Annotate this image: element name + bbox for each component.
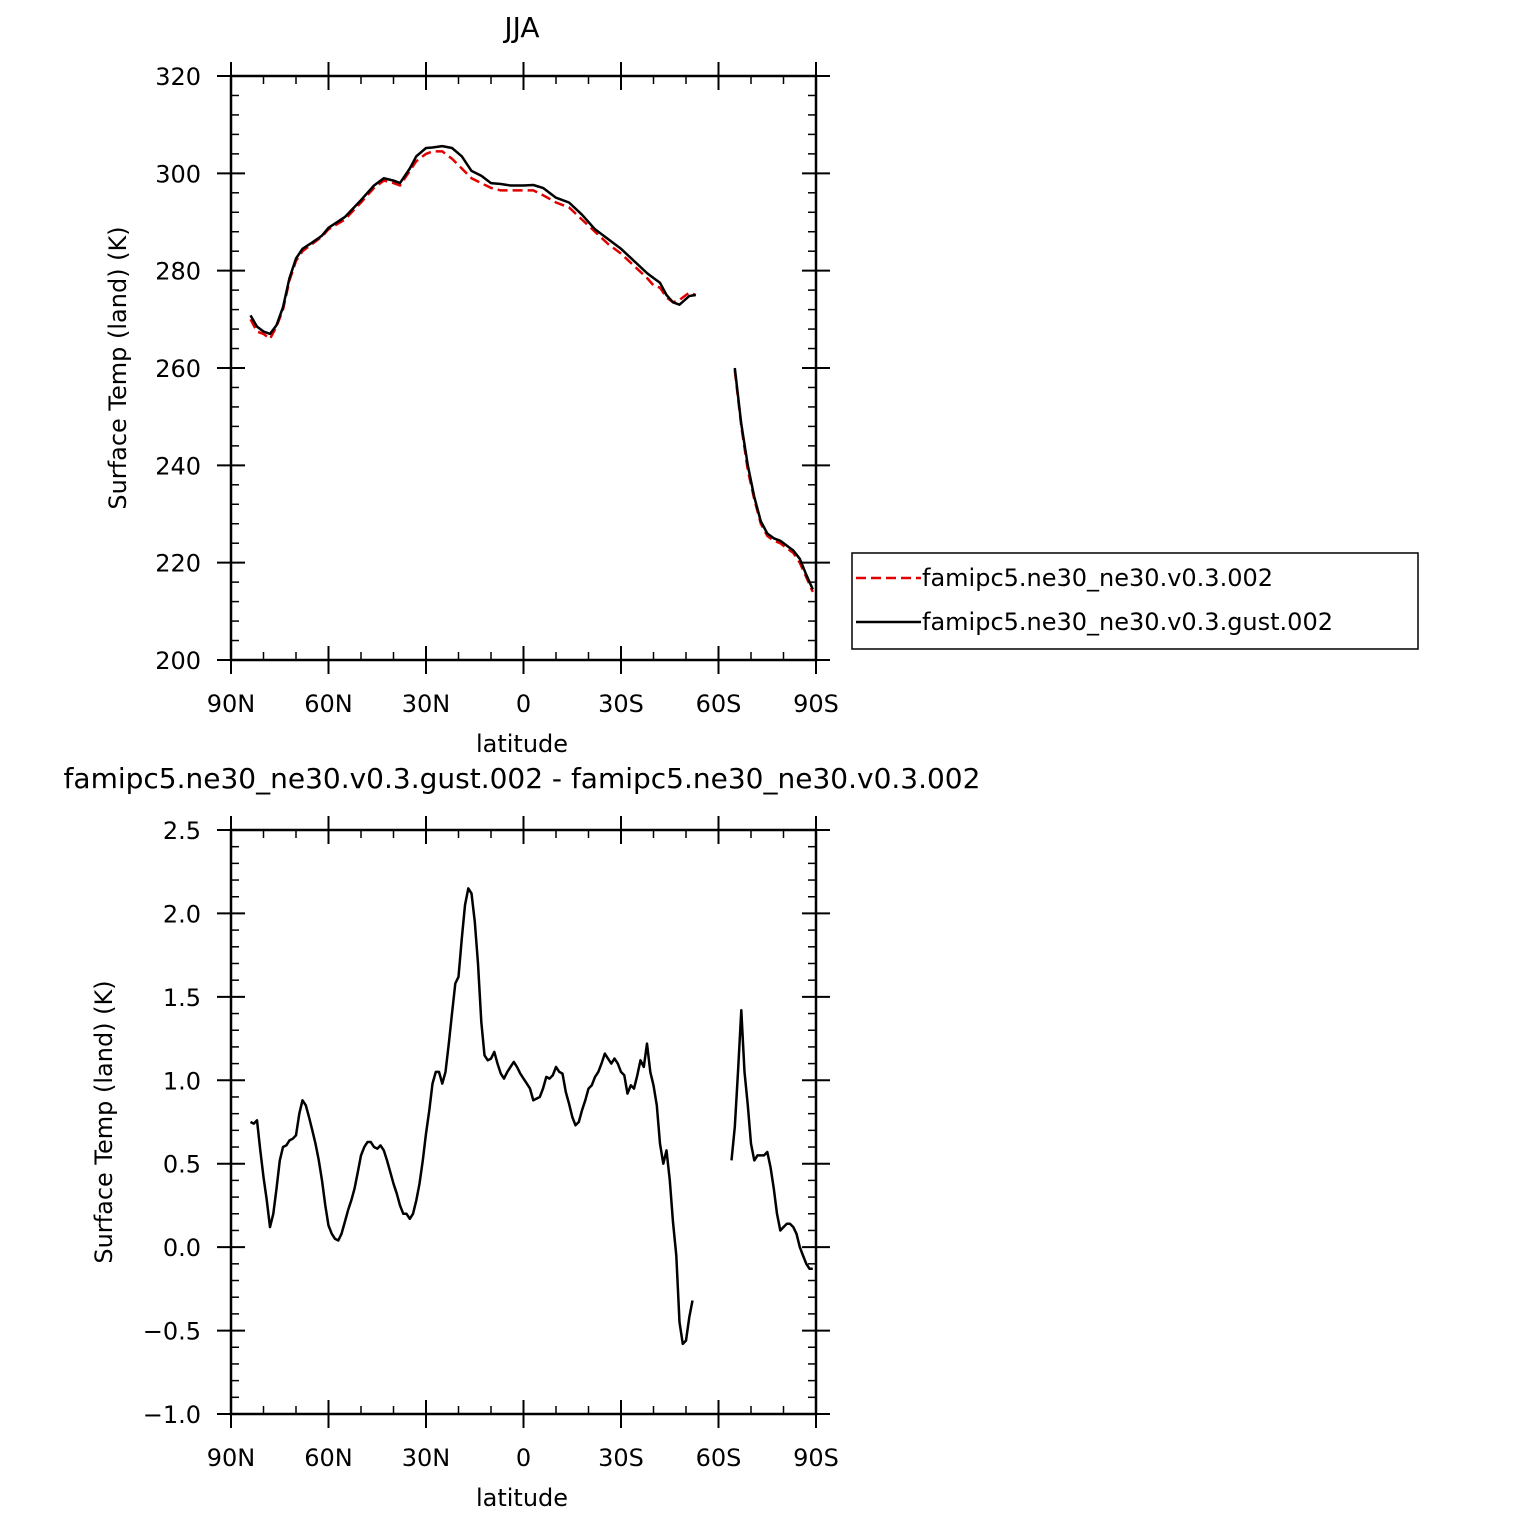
top-y-tick-label: 260 [155,355,201,383]
top-y-tick-label: 240 [155,452,201,480]
top-chart-title: JJA [502,11,539,44]
top-x-tick-label: 30S [598,690,644,718]
top-x-tick-label: 90S [793,690,839,718]
bottom-y-tick-label: 2.5 [163,817,201,845]
top-y-tick-label: 320 [155,63,201,91]
top-x-axis-label: latitude [476,730,568,758]
bottom-x-tick-label: 60S [696,1444,742,1472]
bottom-x-tick-label: 30S [598,1444,644,1472]
bottom-x-axis-label: latitude [476,1484,568,1512]
bottom-x-tick-label: 0 [516,1444,531,1472]
top-y-tick-label: 300 [155,160,201,188]
bottom-y-tick-label: −1.0 [143,1401,201,1429]
bottom-series-1-line-segment-1 [249,887,694,1346]
legend-box [851,552,1419,650]
bottom-panel: famipc5.ne30_ne30.v0.3.gust.002 - famipc… [64,762,981,1512]
bottom-x-tick-label: 90S [793,1444,839,1472]
top-y-tick-label: 200 [155,647,201,675]
legend: famipc5.ne30_ne30.v0.3.002 famipc5.ne30_… [851,552,1419,650]
bottom-x-tick-label: 30N [402,1444,451,1472]
bottom-chart-title: famipc5.ne30_ne30.v0.3.gust.002 - famipc… [64,762,981,795]
bottom-y-axis-label: Surface Temp (land) (K) [90,980,118,1263]
bottom-y-tick-label: 2.0 [163,900,201,928]
top-series-2-line-segment-1 [249,144,696,336]
top-x-tick-label: 60S [696,690,742,718]
bottom-y-tick-label: 0.0 [163,1234,201,1262]
legend-label-series-1: famipc5.ne30_ne30.v0.3.002 [922,564,1273,592]
bottom-y-tick-label: −0.5 [143,1318,201,1346]
bottom-x-tick-label: 90N [207,1444,256,1472]
top-x-tick-label: 60N [304,690,353,718]
bottom-x-tick-label: 60N [304,1444,353,1472]
top-panel: JJA 200 220 240 260 280 300 320 90N 60N 30N 0 30S 60… [104,11,1419,758]
bottom-series-1-line-segment-2 [730,1008,813,1271]
legend-label-series-2: famipc5.ne30_ne30.v0.3.gust.002 [922,608,1333,636]
top-y-tick-label: 220 [155,550,201,578]
top-y-axis-label: Surface Temp (land) (K) [104,226,132,509]
top-series-2-line-segment-2 [733,367,814,590]
top-x-tick-label: 90N [207,690,256,718]
top-y-tick-label: 280 [155,258,201,286]
bottom-y-tick-label: 1.5 [163,984,201,1012]
top-plot-frame [229,74,818,662]
bottom-y-tick-label: 0.5 [163,1151,201,1179]
bottom-plot-frame [229,828,818,1416]
top-series-1-line-segment-2 [733,370,814,593]
bottom-y-tick-label: 1.0 [163,1067,201,1095]
top-x-tick-label: 0 [516,690,531,718]
top-x-tick-label: 30N [402,690,451,718]
top-series-1-line-segment-1 [249,150,697,341]
